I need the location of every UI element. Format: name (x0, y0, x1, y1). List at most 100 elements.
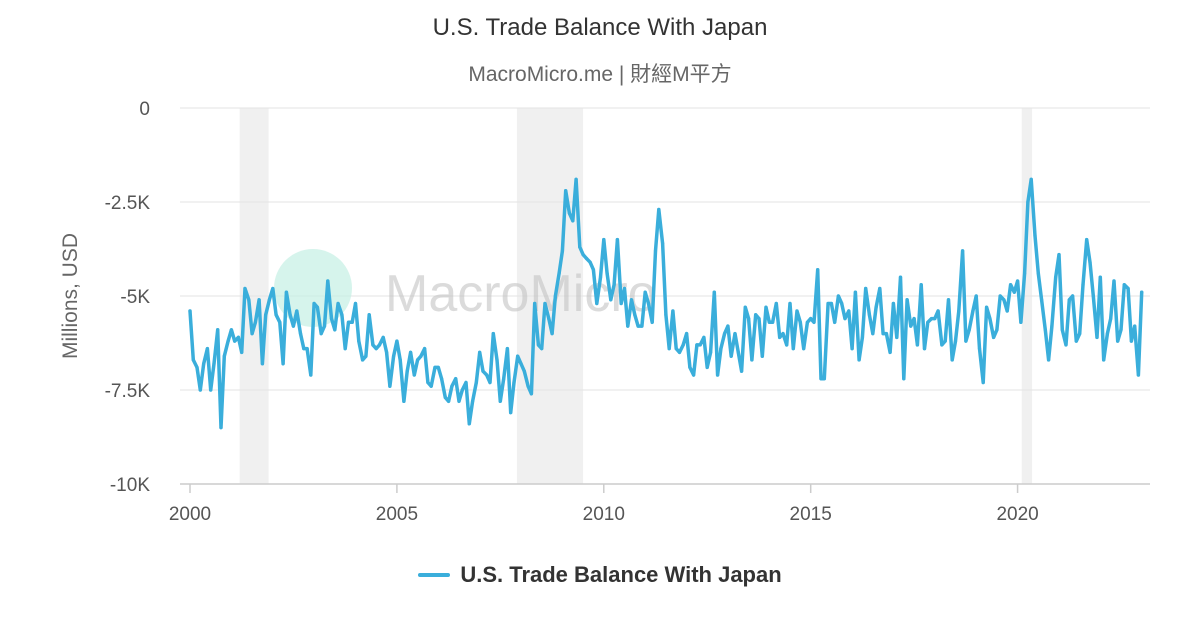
data-point[interactable] (595, 301, 599, 306)
data-point[interactable] (567, 211, 572, 215)
data-point[interactable] (677, 350, 682, 354)
data-point[interactable] (688, 365, 692, 369)
data-point[interactable] (340, 313, 344, 317)
data-point[interactable] (419, 354, 423, 358)
data-point[interactable] (771, 320, 775, 324)
data-point[interactable] (450, 384, 454, 388)
data-point[interactable] (416, 358, 420, 362)
data-point[interactable] (902, 377, 906, 381)
data-point[interactable] (791, 347, 795, 351)
data-point[interactable] (774, 301, 778, 306)
data-point[interactable] (950, 358, 954, 362)
data-point[interactable] (977, 347, 982, 351)
data-point[interactable] (964, 339, 968, 343)
data-point[interactable] (733, 332, 737, 336)
data-point[interactable] (305, 347, 309, 351)
data-point[interactable] (491, 332, 495, 336)
data-point[interactable] (485, 373, 489, 377)
data-point[interactable] (1129, 339, 1133, 343)
data-point[interactable] (716, 373, 720, 377)
data-point[interactable] (626, 324, 630, 328)
data-point[interactable] (319, 332, 323, 336)
data-point[interactable] (329, 317, 334, 321)
data-point[interactable] (388, 384, 392, 388)
data-point[interactable] (912, 317, 916, 321)
data-point[interactable] (798, 320, 802, 324)
data-point[interactable] (540, 347, 544, 351)
data-point[interactable] (564, 189, 568, 193)
data-point[interactable] (878, 286, 882, 291)
data-point[interactable] (226, 339, 230, 343)
data-point[interactable] (278, 320, 282, 324)
data-point[interactable] (1026, 200, 1030, 204)
data-point[interactable] (812, 320, 816, 324)
data-point[interactable] (1060, 328, 1064, 332)
data-point[interactable] (767, 320, 771, 324)
data-point[interactable] (498, 399, 502, 403)
data-point[interactable] (229, 328, 233, 332)
data-point[interactable] (481, 369, 485, 373)
data-point[interactable] (1133, 324, 1137, 328)
data-point[interactable] (705, 365, 709, 369)
data-point[interactable] (243, 286, 247, 291)
data-point[interactable] (1116, 339, 1120, 343)
data-point[interactable] (692, 373, 696, 377)
data-point[interactable] (364, 354, 368, 358)
data-point[interactable] (933, 317, 937, 321)
data-point[interactable] (857, 358, 861, 362)
data-point[interactable] (1047, 358, 1051, 362)
data-point[interactable] (1119, 328, 1123, 332)
data-point[interactable] (946, 298, 951, 302)
data-point[interactable] (581, 253, 585, 257)
data-point[interactable] (574, 177, 578, 181)
data-point[interactable] (847, 309, 851, 313)
data-point[interactable] (443, 395, 447, 400)
data-point[interactable] (222, 354, 226, 358)
data-point[interactable] (367, 313, 371, 317)
data-point[interactable] (447, 399, 451, 403)
data-point[interactable] (985, 305, 989, 309)
data-point[interactable] (795, 309, 799, 313)
data-point[interactable] (867, 313, 872, 317)
data-point[interactable] (457, 399, 461, 403)
data-point[interactable] (802, 347, 806, 351)
data-point[interactable] (719, 347, 723, 351)
data-point[interactable] (788, 301, 792, 306)
data-point[interactable] (747, 317, 751, 321)
data-point[interactable] (819, 377, 823, 381)
data-point[interactable] (505, 347, 509, 351)
data-point[interactable] (992, 335, 996, 339)
data-point[interactable] (571, 219, 575, 223)
data-point[interactable] (881, 332, 885, 336)
data-point[interactable] (460, 388, 464, 392)
data-point[interactable] (240, 350, 244, 354)
data-point[interactable] (260, 362, 264, 366)
data-point[interactable] (953, 339, 958, 343)
data-point[interactable] (474, 380, 478, 385)
data-point[interactable] (961, 249, 965, 253)
data-point[interactable] (353, 301, 358, 306)
data-point[interactable] (188, 309, 192, 313)
data-point[interactable] (205, 347, 209, 351)
data-point[interactable] (1057, 253, 1061, 257)
data-point[interactable] (436, 365, 440, 369)
data-point[interactable] (312, 301, 316, 306)
data-point[interactable] (943, 339, 947, 343)
data-point[interactable] (1043, 328, 1047, 332)
data-point[interactable] (1074, 339, 1078, 343)
data-point[interactable] (905, 298, 909, 302)
data-point[interactable] (915, 343, 920, 347)
data-point[interactable] (591, 268, 596, 272)
data-point[interactable] (929, 317, 934, 321)
data-point[interactable] (1136, 373, 1140, 377)
data-point[interactable] (609, 298, 613, 302)
data-point[interactable] (333, 328, 337, 332)
data-point[interactable] (1067, 298, 1071, 302)
data-point[interactable] (536, 343, 541, 347)
data-point[interactable] (578, 245, 582, 249)
data-point[interactable] (361, 358, 365, 362)
data-point[interactable] (619, 301, 623, 306)
data-point[interactable] (1019, 320, 1023, 324)
data-point[interactable] (1095, 335, 1099, 339)
data-point[interactable] (212, 362, 216, 366)
